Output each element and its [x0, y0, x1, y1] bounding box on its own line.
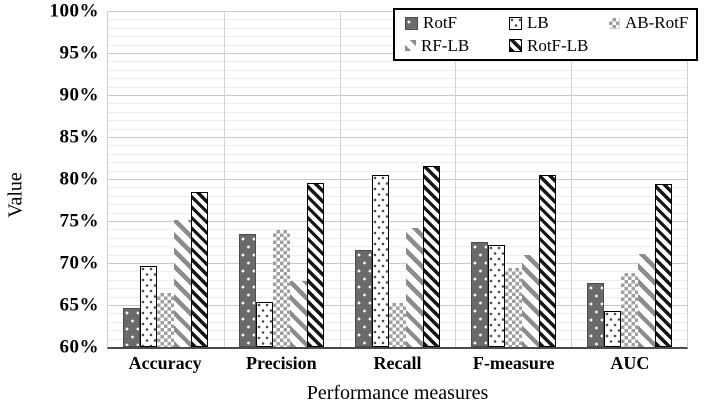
bar-auc-ab-rotf: [620, 273, 638, 347]
major-gridline: [108, 221, 687, 222]
y-tick-label: 70%: [59, 252, 99, 274]
bar-recall-lb: [371, 174, 389, 347]
bar-precision-lb: [256, 302, 274, 347]
x-tick-label-precision: Precision: [245, 353, 317, 373]
bar-auc-rotf: [586, 283, 604, 347]
bar-accuracy-rotf: [123, 307, 141, 347]
y-tick-label: 75%: [59, 210, 99, 232]
bar-recall-ab-rotf: [388, 303, 406, 347]
major-gridline: [108, 137, 687, 138]
bar-auc-lb: [603, 310, 621, 347]
bar-groups: [108, 11, 687, 347]
minor-gridline: [108, 254, 687, 256]
minor-gridline: [108, 296, 687, 298]
y-tick-label: 90%: [59, 84, 99, 106]
bar-precision-rf-lb: [290, 281, 308, 347]
y-tick-label: 100%: [49, 0, 99, 22]
minor-gridline: [108, 204, 687, 206]
bar-auc-rotf-lb: [654, 184, 672, 347]
x-tick-label-accuracy: Accuracy: [128, 353, 202, 373]
legend-item-rotf-lb: RotF-LB: [509, 36, 609, 56]
x-tick-label-f-measure: F-measure: [472, 353, 555, 373]
major-gridline: [108, 179, 687, 180]
bar-recall-rotf: [354, 249, 372, 347]
bar-accuracy-rotf-lb: [191, 192, 209, 347]
legend-item-rf-lb: RF-LB: [405, 36, 509, 56]
minor-gridline: [108, 187, 687, 189]
y-tick-label: 95%: [59, 42, 99, 64]
minor-gridline: [108, 288, 687, 290]
bar-auc-rf-lb: [637, 253, 655, 347]
y-tick-label: 85%: [59, 126, 99, 148]
legend-swatch-ab-rotf-icon: [609, 17, 620, 29]
minor-gridline: [108, 86, 687, 88]
minor-gridline: [108, 237, 687, 239]
bar-group-f-measure: [455, 11, 571, 347]
bar-f-measure-ab-rotf: [504, 268, 522, 347]
minor-gridline: [108, 78, 687, 80]
minor-gridline: [108, 153, 687, 155]
bar-precision-rotf: [239, 233, 257, 347]
minor-gridline: [108, 212, 687, 214]
bar-group-accuracy: [108, 11, 224, 347]
vertical-gridline: [339, 11, 341, 347]
legend: RotF LB AB-RotF RF-LB RotF-LB: [393, 8, 698, 61]
plot-area: [107, 11, 688, 349]
minor-gridline: [108, 162, 687, 164]
x-axis-title: Performance measures: [306, 382, 489, 404]
bar-accuracy-lb: [140, 265, 158, 347]
y-tick-label: 60%: [59, 336, 99, 358]
bar-group-precision: [224, 11, 340, 347]
legend-label: RotF-LB: [527, 35, 589, 55]
minor-gridline: [108, 279, 687, 281]
minor-gridline: [108, 271, 687, 273]
legend-swatch-rf-lb-icon: [405, 40, 416, 52]
bar-group-recall: [340, 11, 456, 347]
minor-gridline: [108, 120, 687, 122]
legend-label: RF-LB: [421, 35, 470, 55]
minor-gridline: [108, 69, 687, 71]
minor-gridline: [108, 111, 687, 113]
legend-label: RotF: [423, 13, 458, 33]
vertical-gridline: [223, 11, 225, 347]
bar-accuracy-ab-rotf: [157, 293, 175, 347]
legend-swatch-rotf-lb-icon: [509, 39, 522, 53]
x-tick-label-auc: AUC: [610, 353, 650, 373]
vertical-gridline: [571, 11, 573, 347]
minor-gridline: [108, 128, 687, 130]
x-axis-labels: Accuracy Precision Recall F-measure AUC: [107, 353, 688, 374]
bar-precision-rotf-lb: [307, 183, 325, 347]
x-tick-label-recall: Recall: [373, 353, 422, 373]
minor-gridline: [108, 246, 687, 248]
bar-accuracy-rf-lb: [174, 220, 192, 347]
legend-item-lb: LB: [509, 13, 609, 33]
bar-precision-ab-rotf: [273, 230, 291, 347]
y-tick-label: 65%: [59, 294, 99, 316]
bar-recall-rotf-lb: [422, 165, 440, 347]
legend-label: LB: [527, 13, 549, 33]
y-tick-label: 80%: [59, 168, 99, 190]
legend-swatch-rotf-icon: [405, 16, 418, 30]
minor-gridline: [108, 170, 687, 172]
minor-gridline: [108, 103, 687, 105]
bar-group-auc: [571, 11, 687, 347]
major-gridline: [108, 95, 687, 96]
vertical-gridline: [455, 11, 457, 347]
minor-gridline: [108, 61, 687, 63]
bar-f-measure-rotf: [470, 242, 488, 347]
legend-label: AB-RotF: [625, 13, 689, 33]
legend-item-rotf: RotF: [405, 13, 509, 33]
bar-f-measure-lb: [487, 245, 505, 347]
major-gridline: [108, 263, 687, 264]
minor-gridline: [108, 145, 687, 147]
minor-gridline: [108, 195, 687, 197]
bar-f-measure-rf-lb: [521, 254, 539, 347]
legend-swatch-lb-icon: [509, 16, 522, 30]
bar-recall-rf-lb: [405, 227, 423, 347]
legend-item-ab-rotf: AB-RotF: [609, 13, 696, 33]
minor-gridline: [108, 229, 687, 231]
bar-f-measure-rotf-lb: [538, 174, 556, 347]
